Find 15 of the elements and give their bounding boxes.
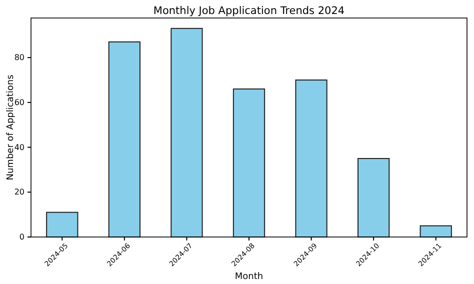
- bar: [295, 80, 328, 238]
- y-tick-label: 0: [19, 232, 24, 242]
- x-axis-title: Month: [234, 272, 264, 282]
- chart-title: Monthly Job Application Trends 2024: [153, 5, 345, 17]
- y-tick-label: 20: [14, 188, 24, 197]
- bar: [108, 41, 140, 238]
- y-tick-label: 60: [14, 98, 24, 107]
- y-tick-label: 40: [14, 142, 24, 152]
- bar: [232, 88, 266, 238]
- bar: [170, 28, 203, 238]
- y-axis-title: Number of Applications: [6, 74, 16, 180]
- bar: [358, 158, 390, 238]
- y-tick-label: 80: [14, 53, 24, 62]
- bar: [46, 212, 78, 238]
- bar: [420, 225, 452, 238]
